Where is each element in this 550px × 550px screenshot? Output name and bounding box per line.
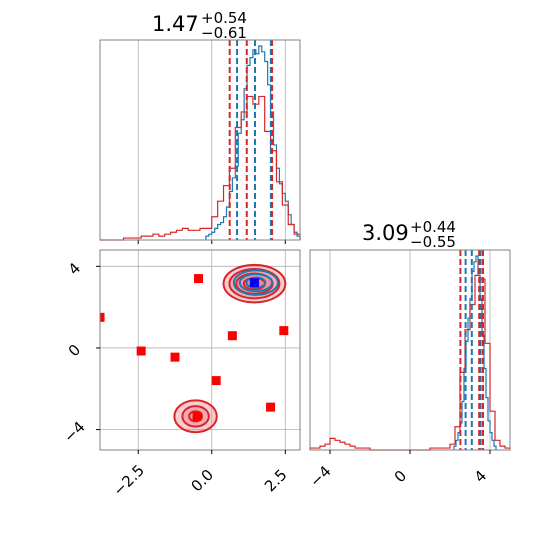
y-tick-label: 4 — [65, 259, 84, 278]
joint-scatter-panel: −2.5 0.0 2.5 4 0 −4 — [60, 249, 301, 500]
blue-contour-level — [238, 273, 274, 293]
red-point-marker — [100, 312, 105, 322]
axes-frame — [99, 249, 301, 451]
param-2-lower-err: −0.55 — [410, 233, 456, 251]
red-point-marker — [227, 331, 237, 341]
x-tick-label: −4 — [306, 462, 334, 490]
red-point-marker — [192, 411, 202, 421]
y-tick-label: −4 — [60, 418, 88, 446]
red-point-marker — [279, 326, 289, 336]
param-1-median: 1.47 — [152, 12, 199, 36]
red-point-marker — [136, 346, 146, 356]
blue-point-marker — [249, 278, 259, 288]
x-tick-label: 4 — [471, 467, 490, 486]
x-tick-label: −2.5 — [109, 461, 147, 499]
red-point-marker — [211, 376, 221, 386]
param-2-upper-err: +0.44 — [410, 218, 456, 236]
x-tick-label: 0.0 — [187, 466, 217, 496]
scatter-content — [100, 250, 300, 450]
red-point-marker — [170, 352, 180, 362]
x-tick-label: 0 — [391, 467, 410, 486]
axes-frame — [99, 39, 301, 241]
red-point-marker — [194, 274, 204, 284]
blue-histogram — [205, 45, 301, 240]
blue-contour-level — [245, 276, 267, 289]
red-point-marker — [266, 402, 276, 412]
x-tick-label: 2.5 — [261, 466, 291, 496]
blue-contour-level — [232, 269, 279, 296]
marginal-histogram-param-2: −4 0 4 — [306, 249, 511, 491]
param-1-lower-err: −0.61 — [201, 24, 247, 42]
param-1-upper-err: +0.54 — [201, 9, 247, 27]
param-2-median: 3.09 — [362, 221, 409, 245]
y-tick-label: 0 — [65, 341, 84, 360]
marginal-histogram-param-1 — [99, 39, 301, 244]
